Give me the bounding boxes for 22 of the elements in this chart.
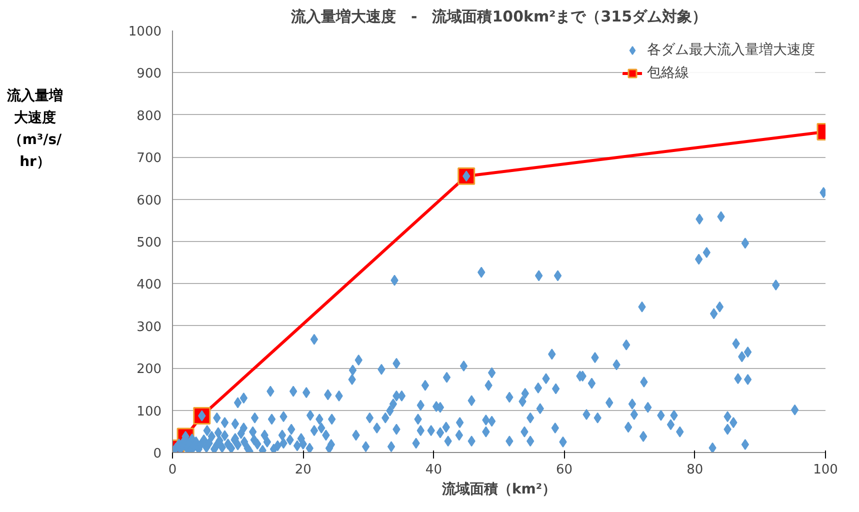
y-tick-label: 0 xyxy=(153,446,162,462)
y-tick-label: 1000 xyxy=(128,24,162,40)
x-tick-label: 100 xyxy=(813,462,838,478)
y-tick-label: 100 xyxy=(136,404,162,420)
y-tick-label: 700 xyxy=(136,151,162,166)
y-tick-label: 900 xyxy=(136,66,162,82)
chart-title: 流入量増大速度 - 流域面積100km²まで（315ダム対象） xyxy=(290,8,708,26)
legend-label: 包絡線 xyxy=(647,64,689,82)
x-tick-label: 80 xyxy=(686,462,704,478)
y-tick-label: 500 xyxy=(136,236,162,250)
y-axis-title: 流入量増大速度（m³/s/hr） xyxy=(6,86,64,172)
y-tick-label: 400 xyxy=(136,278,162,293)
y-tick-label: 800 xyxy=(136,108,162,124)
x-axis-title: 流域面積（km²） xyxy=(440,480,556,498)
y-tick-label: 300 xyxy=(136,320,162,335)
x-tick-label: 0 xyxy=(168,462,177,478)
x-tick-label: 40 xyxy=(425,462,442,478)
y-tick-label: 200 xyxy=(136,362,162,378)
x-tick-label: 20 xyxy=(294,462,312,478)
x-tick-label: 60 xyxy=(556,462,573,478)
y-tick-label: 600 xyxy=(136,193,162,208)
legend-label: 各ダム最大流入量増大速度 xyxy=(647,41,815,59)
